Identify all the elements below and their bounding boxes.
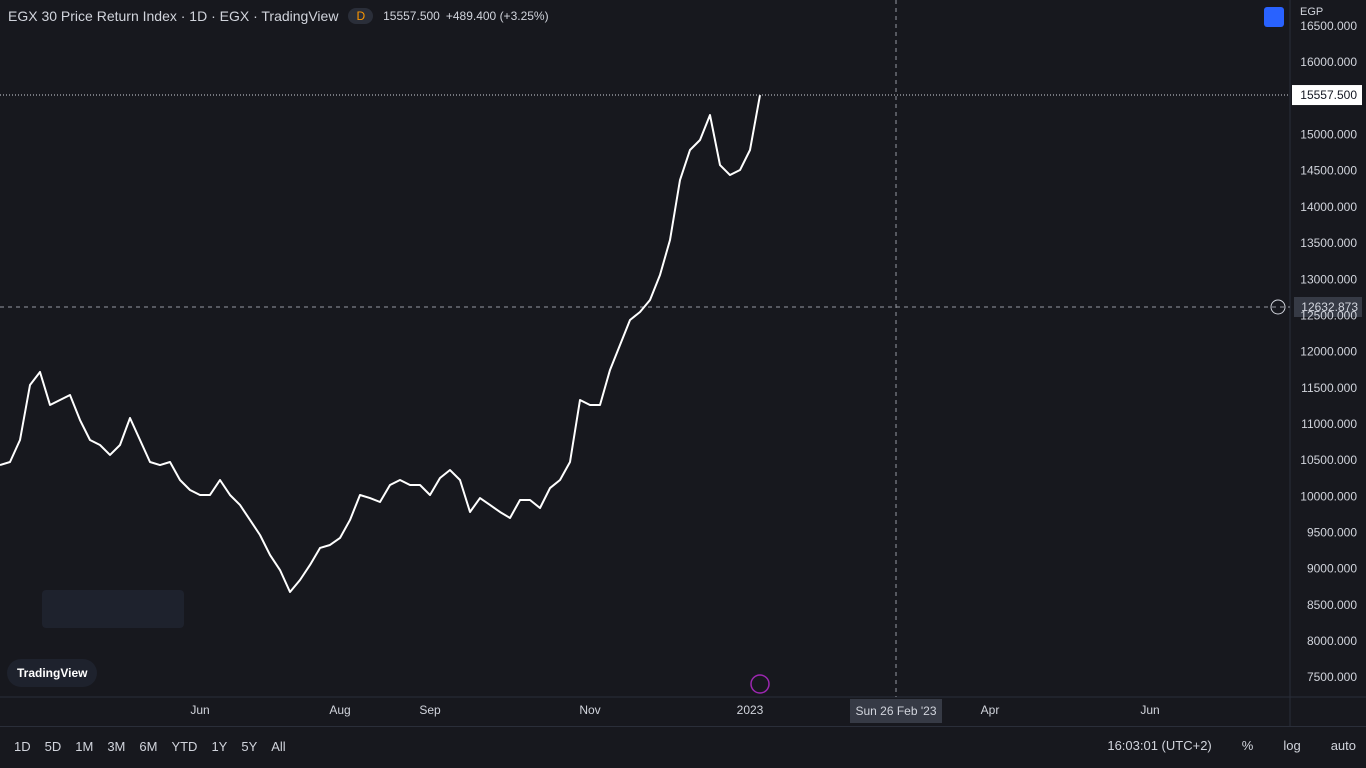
range-button[interactable]: YTD [171, 738, 198, 754]
toolbar-right: 16:03:01 (UTC+2) % log auto [1093, 738, 1356, 753]
crosshair-date-tag [850, 699, 942, 723]
y-tick-label: 16000.000 [1300, 55, 1357, 69]
y-tick-label: 10500.000 [1300, 453, 1357, 467]
y-tick-label: 12500.000 [1300, 308, 1357, 322]
range-button[interactable]: 3M [107, 738, 126, 754]
y-tick-label: 11000.000 [1301, 417, 1357, 431]
auto-toggle[interactable]: auto [1330, 738, 1356, 753]
last-price-tag-label: 15557.500 [1300, 88, 1357, 102]
y-tick-label: 12000.000 [1300, 345, 1357, 359]
y-tick-label: 11500.000 [1301, 381, 1357, 395]
y-tick-label: 13500.000 [1300, 236, 1357, 250]
range-button[interactable]: 5D [44, 738, 62, 754]
range-button[interactable]: 1M [75, 738, 94, 754]
add-alert[interactable] [1270, 299, 1286, 315]
range-button[interactable]: 6M [139, 738, 158, 754]
y-tick-label: 7500.000 [1307, 670, 1357, 684]
logo[interactable]: TradingView [7, 659, 98, 687]
range-button[interactable]: 1Y [211, 738, 228, 754]
price-change: +489.400 (+3.25%) [445, 9, 549, 23]
x-tick-label: 2023 [737, 703, 764, 717]
bottom-toolbar: 1D 5D 1M 3M 6M YTD 1Y 5Y All 16:03:01 (U… [0, 726, 1366, 765]
x-tick-label: Aug [329, 703, 350, 717]
symbol-title: EGX 30 Price Return Index · 1D · EGX · T… [8, 8, 339, 24]
y-tick-label: 10000.000 [1300, 489, 1357, 503]
range-button[interactable]: 5Y [241, 738, 258, 754]
y-tick-label: 16500.000 [1300, 19, 1357, 33]
x-tick-label: Jun [190, 703, 209, 717]
interval-badge[interactable]: D [348, 8, 374, 24]
x-tick-label: Jun [1140, 703, 1159, 717]
log-toggle[interactable]: log [1283, 738, 1301, 753]
last-price: 15557.500 [383, 9, 440, 23]
header: EGX 30 Price Return Index · 1D · EGX · T… [8, 8, 549, 24]
y-tick-label: 13000.000 [1300, 272, 1357, 286]
y-tick-label: 14000.000 [1300, 200, 1357, 214]
range-button[interactable]: 1D [14, 738, 31, 754]
y-tick-label: 8000.000 [1307, 634, 1357, 648]
x-tick-label: Nov [579, 703, 600, 717]
drawing-toolbar[interactable] [42, 590, 184, 628]
crosshair-price: 12632.873 [1301, 300, 1358, 314]
clock: 16:03:01 (UTC+2) [1107, 738, 1212, 753]
price-line [0, 94, 761, 594]
y-tick-label: 9500.000 [1307, 526, 1357, 540]
currency[interactable]: EGP [1300, 6, 1324, 18]
y-tick-label: 15000.000 [1300, 128, 1357, 142]
settings-button[interactable] [1264, 7, 1284, 27]
y-tick-label: 8500.000 [1307, 598, 1357, 612]
y-tick-label: 14500.000 [1300, 164, 1357, 178]
percent-toggle[interactable]: % [1241, 738, 1254, 753]
events-icon[interactable] [750, 674, 770, 694]
crosshair-date: Sun 26 Feb '23 [855, 704, 936, 718]
range-button[interactable]: All [271, 738, 286, 754]
crosshair-price-tag [1294, 297, 1362, 317]
last-price-tag [1292, 85, 1362, 106]
x-tick-label: Sep [419, 703, 441, 717]
y-tick-label: 9000.000 [1307, 562, 1357, 576]
x-tick-label: Apr [981, 703, 1000, 717]
